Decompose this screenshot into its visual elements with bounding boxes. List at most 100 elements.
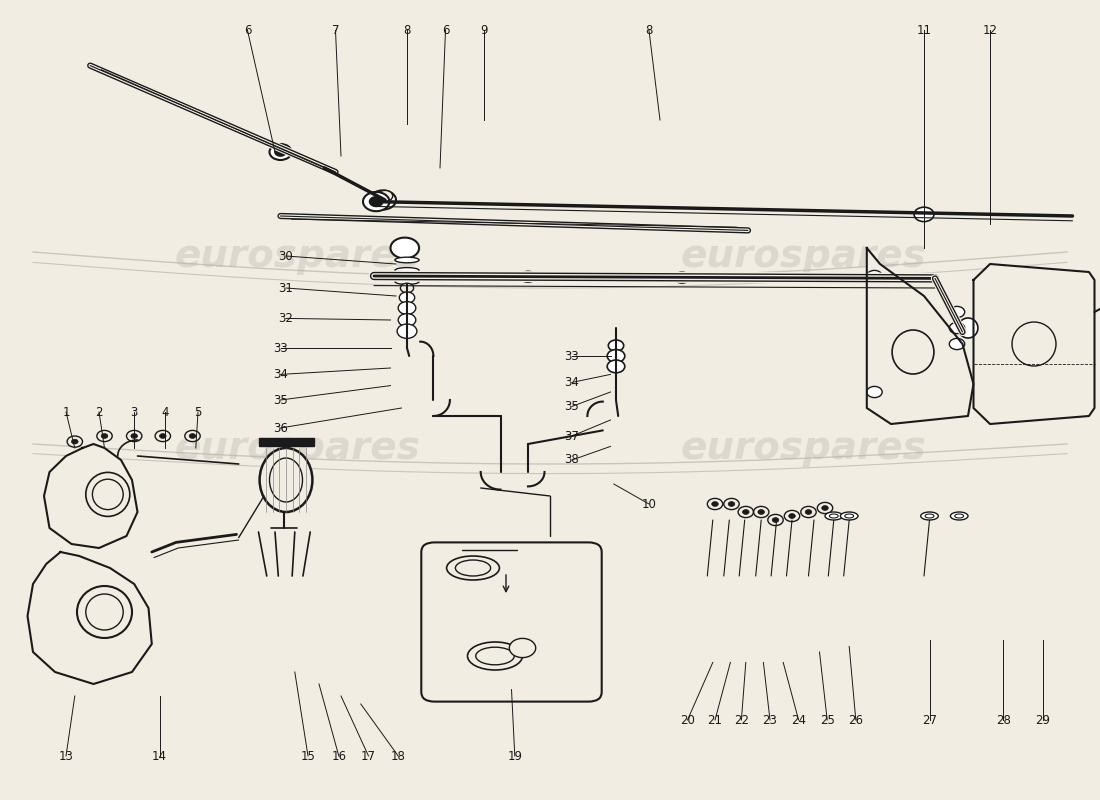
Circle shape	[275, 148, 286, 156]
Circle shape	[509, 638, 536, 658]
Circle shape	[185, 430, 200, 442]
Circle shape	[712, 502, 718, 506]
Circle shape	[867, 386, 882, 398]
Circle shape	[949, 338, 965, 350]
Circle shape	[608, 340, 624, 351]
Circle shape	[397, 324, 417, 338]
Text: 36: 36	[273, 422, 288, 434]
Ellipse shape	[395, 258, 419, 262]
Ellipse shape	[921, 512, 938, 520]
Text: 5: 5	[195, 406, 201, 418]
Ellipse shape	[395, 268, 419, 274]
Text: 18: 18	[390, 750, 406, 762]
Circle shape	[914, 207, 934, 222]
Text: 25: 25	[820, 714, 835, 726]
Circle shape	[789, 514, 795, 518]
Text: 22: 22	[734, 714, 749, 726]
Text: eurospares: eurospares	[174, 237, 420, 275]
Text: 2: 2	[96, 406, 102, 418]
Text: 1: 1	[63, 406, 69, 418]
Ellipse shape	[958, 318, 978, 338]
Circle shape	[155, 430, 170, 442]
Text: 24: 24	[791, 714, 806, 726]
Text: 32: 32	[278, 312, 294, 325]
Circle shape	[772, 518, 779, 522]
Circle shape	[101, 434, 108, 438]
Text: 30: 30	[278, 250, 294, 262]
Ellipse shape	[825, 512, 843, 520]
Circle shape	[742, 510, 749, 514]
Circle shape	[126, 430, 142, 442]
Circle shape	[131, 434, 138, 438]
Text: 37: 37	[564, 430, 580, 442]
Ellipse shape	[86, 472, 130, 517]
Text: 23: 23	[762, 714, 778, 726]
Text: 16: 16	[331, 750, 346, 762]
Circle shape	[270, 144, 292, 160]
Text: 33: 33	[564, 350, 580, 362]
Text: 29: 29	[1035, 714, 1050, 726]
Polygon shape	[28, 552, 152, 684]
Circle shape	[390, 238, 419, 258]
Text: 10: 10	[641, 498, 657, 510]
Ellipse shape	[447, 556, 499, 580]
Ellipse shape	[260, 448, 312, 512]
Ellipse shape	[950, 512, 968, 520]
Circle shape	[867, 270, 882, 282]
Text: 19: 19	[507, 750, 522, 762]
Text: 6: 6	[442, 24, 449, 37]
Circle shape	[398, 314, 416, 326]
Circle shape	[607, 350, 625, 362]
Text: 26: 26	[848, 714, 864, 726]
Circle shape	[97, 430, 112, 442]
Text: 6: 6	[244, 24, 251, 37]
Circle shape	[400, 283, 414, 293]
Text: 28: 28	[996, 714, 1011, 726]
Text: 7: 7	[332, 24, 339, 37]
Circle shape	[805, 510, 812, 514]
Text: 4: 4	[162, 406, 168, 418]
Text: 8: 8	[646, 24, 652, 37]
Ellipse shape	[840, 512, 858, 520]
Text: 8: 8	[404, 24, 410, 37]
Circle shape	[822, 506, 828, 510]
Ellipse shape	[77, 586, 132, 638]
Circle shape	[370, 190, 396, 210]
Text: 35: 35	[564, 400, 580, 413]
Ellipse shape	[468, 642, 522, 670]
Text: eurospares: eurospares	[680, 429, 926, 467]
Polygon shape	[44, 444, 138, 548]
Text: 35: 35	[273, 394, 288, 406]
Ellipse shape	[395, 279, 419, 284]
Circle shape	[399, 292, 415, 303]
Circle shape	[370, 197, 383, 206]
FancyBboxPatch shape	[421, 542, 602, 702]
Circle shape	[363, 192, 389, 211]
Text: 34: 34	[564, 376, 580, 389]
Circle shape	[758, 510, 764, 514]
Circle shape	[607, 360, 625, 373]
Text: 9: 9	[481, 24, 487, 37]
Text: 31: 31	[278, 282, 294, 294]
Circle shape	[674, 272, 690, 283]
Circle shape	[520, 271, 536, 282]
Text: 20: 20	[680, 714, 695, 726]
Text: eurospares: eurospares	[174, 429, 420, 467]
Text: 11: 11	[916, 24, 932, 37]
Text: 3: 3	[131, 406, 138, 418]
Text: 15: 15	[300, 750, 316, 762]
Circle shape	[398, 302, 416, 314]
Text: 34: 34	[273, 368, 288, 381]
Text: eurospares: eurospares	[680, 237, 926, 275]
Text: 38: 38	[564, 454, 580, 466]
Circle shape	[949, 306, 965, 318]
Text: 17: 17	[361, 750, 376, 762]
Polygon shape	[258, 438, 314, 446]
Circle shape	[949, 322, 965, 334]
Text: 13: 13	[58, 750, 74, 762]
Circle shape	[72, 439, 78, 444]
Circle shape	[160, 434, 166, 438]
Circle shape	[728, 502, 735, 506]
Text: 14: 14	[152, 750, 167, 762]
Polygon shape	[867, 248, 974, 424]
